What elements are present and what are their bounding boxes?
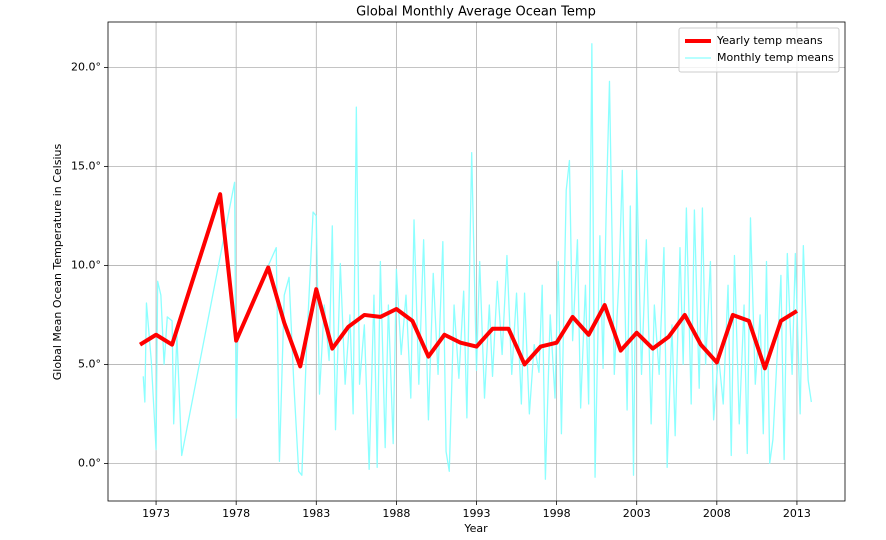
- x-tick-label: 1973: [142, 507, 170, 520]
- legend-label: Monthly temp means: [717, 51, 834, 64]
- x-tick-label: 2013: [783, 507, 811, 520]
- y-tick-label: 0.0°: [78, 456, 101, 469]
- y-axis-label: Global Mean Ocean Temperature in Celsius: [51, 144, 64, 381]
- x-tick-label: 1988: [382, 507, 410, 520]
- y-tick-label: 20.0°: [71, 61, 101, 74]
- x-tick-label: 1978: [222, 507, 250, 520]
- x-tick-label: 1998: [543, 507, 571, 520]
- x-tick-label: 2003: [623, 507, 651, 520]
- series-line: [142, 43, 812, 480]
- legend: Yearly temp means Monthly temp means: [678, 27, 840, 73]
- plot-frame: [107, 21, 846, 502]
- x-tick-label: 2008: [703, 507, 731, 520]
- legend-box: [678, 27, 840, 73]
- y-tick-label: 5.0°: [78, 357, 101, 370]
- x-tick-label: 1993: [463, 507, 491, 520]
- legend-label: Yearly temp means: [716, 34, 823, 47]
- x-axis-label: Year: [463, 522, 488, 535]
- chart-title: Global Monthly Average Ocean Temp: [356, 5, 596, 20]
- y-tick-label: 10.0°: [71, 258, 101, 271]
- x-tick-label: 1983: [302, 507, 330, 520]
- y-tick-label: 15.0°: [71, 159, 101, 172]
- series-line: [138, 192, 798, 371]
